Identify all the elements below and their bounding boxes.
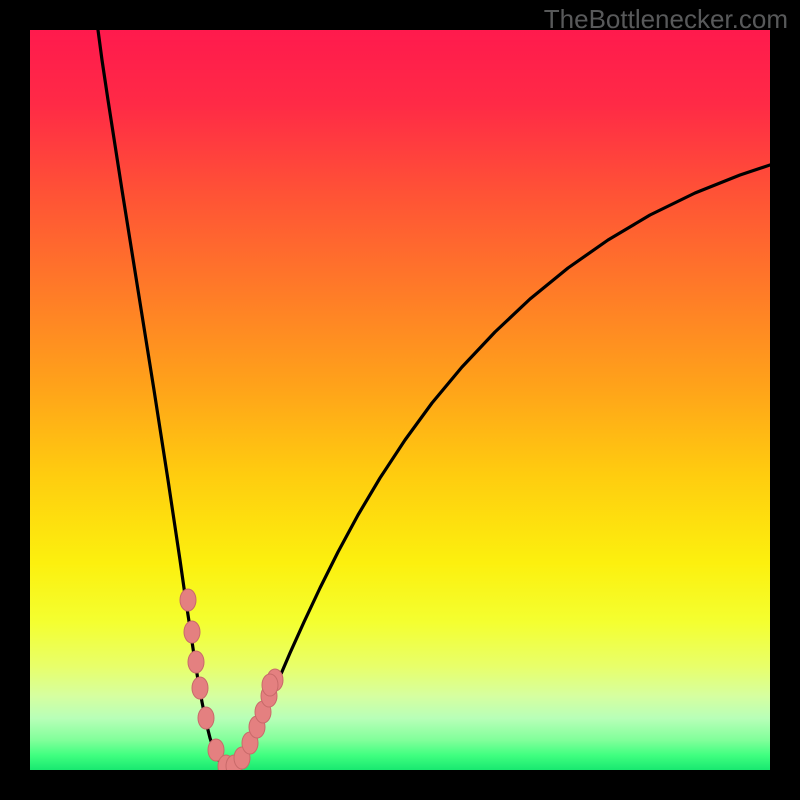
curve-right-branch: [230, 165, 770, 770]
data-marker: [262, 674, 278, 696]
data-marker: [184, 621, 200, 643]
bottleneck-curve: [30, 30, 770, 770]
data-markers: [180, 589, 283, 770]
plot-area: [30, 30, 770, 770]
data-marker: [198, 707, 214, 729]
data-marker: [192, 677, 208, 699]
watermark-text: TheBottlenecker.com: [544, 4, 788, 35]
data-marker: [180, 589, 196, 611]
curve-left-branch: [98, 30, 230, 770]
data-marker: [188, 651, 204, 673]
